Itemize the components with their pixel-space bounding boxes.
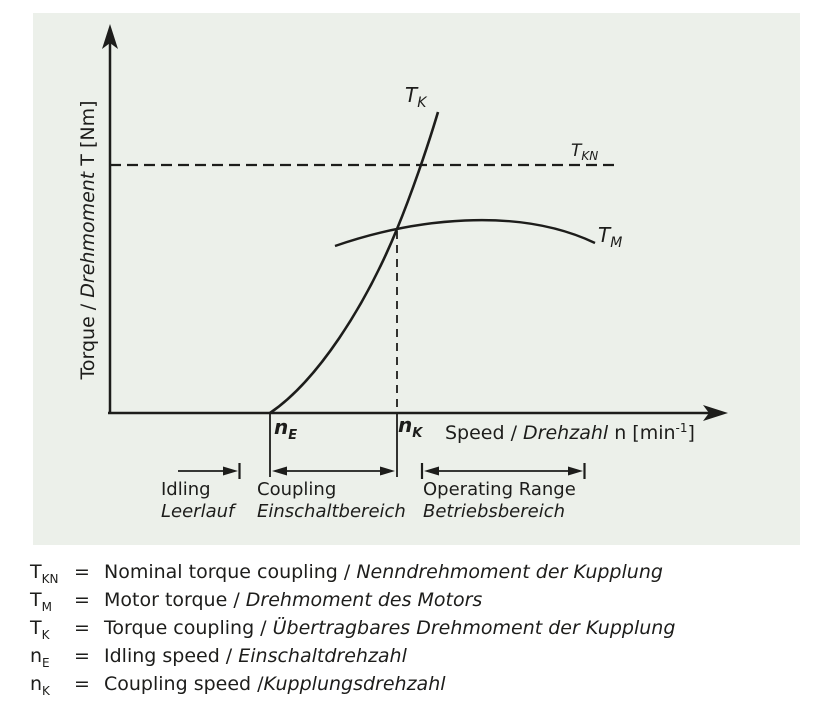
- legend-description: Torque coupling / Übertragbares Drehmome…: [104, 617, 676, 639]
- tkn-subscript: KN: [581, 149, 599, 163]
- y-axis-title: Torque / Drehmoment T [Nm]: [76, 80, 100, 400]
- nk-axis-label: nK: [398, 415, 422, 440]
- diagram-panel: Torque / Drehmoment T [Nm] TK TKN TM nE …: [33, 13, 800, 545]
- y-axis-title-unit: T [Nm]: [77, 100, 99, 172]
- x-axis-title: Speed / Drehzahl n [min-1]: [445, 422, 695, 443]
- legend-symbol: TK: [30, 617, 50, 642]
- legend-description: Idling speed / Einschaltdrehzahl: [104, 645, 407, 667]
- legend-symbol: nK: [30, 673, 50, 698]
- torque-speed-plot: [102, 24, 728, 479]
- coupling-range-right-arrowhead-icon: [380, 466, 395, 476]
- legend-row-tkn: TKN = Nominal torque coupling / Nenndreh…: [30, 560, 675, 588]
- range-idling-de: Leerlauf: [161, 501, 235, 522]
- legend-description: Coupling speed /Kupplungsdrehzahl: [104, 673, 446, 695]
- range-coupling-en: Coupling: [257, 479, 337, 500]
- legend-row-tm: TM = Motor torque / Drehmoment des Motor…: [30, 588, 675, 616]
- coupling-range-left-arrowhead-icon: [272, 466, 287, 476]
- legend-description: Motor torque / Drehmoment des Motors: [104, 589, 483, 611]
- range-operating-de: Betriebsbereich: [423, 501, 566, 522]
- equals-sign: =: [74, 645, 90, 667]
- tkn-line-label: TKN: [571, 141, 599, 163]
- nk-symbol: n: [398, 413, 413, 437]
- ne-symbol: n: [274, 415, 289, 439]
- symbol-legend: TKN = Nominal torque coupling / Nenndreh…: [30, 560, 675, 700]
- operating-range-left-arrowhead-icon: [424, 466, 439, 476]
- y-axis-arrowhead-icon: [102, 24, 118, 49]
- range-label-coupling: Coupling Einschaltbereich: [257, 479, 406, 523]
- tm-subscript: M: [610, 235, 623, 251]
- equals-sign: =: [74, 617, 90, 639]
- operating-range-right-arrowhead-icon: [568, 466, 583, 476]
- tk-subscript: K: [417, 95, 427, 111]
- legend-symbol: nE: [30, 645, 50, 670]
- x-axis-title-de: Drehzahl: [523, 422, 609, 444]
- x-axis-title-unit: n [min: [608, 422, 676, 444]
- ne-subscript: E: [288, 428, 298, 443]
- tm-curve: [334, 219, 596, 248]
- tk-symbol: T: [405, 83, 418, 107]
- equals-sign: =: [74, 673, 90, 695]
- tk-curve: [269, 111, 440, 415]
- range-label-operating: Operating Range Betriebsbereich: [423, 479, 576, 523]
- equals-sign: =: [74, 589, 90, 611]
- tk-curve-label: TK: [405, 85, 426, 110]
- ne-axis-label: nE: [274, 417, 297, 442]
- range-operating-en: Operating Range: [423, 479, 576, 500]
- legend-symbol: TKN: [30, 561, 59, 586]
- tkn-symbol: T: [571, 141, 582, 161]
- range-coupling-de: Einschaltbereich: [257, 501, 406, 522]
- range-label-idling: Idling Leerlauf: [161, 479, 234, 523]
- x-axis-arrowhead-icon: [703, 405, 728, 421]
- legend-description: Nominal torque coupling / Nenndrehmoment…: [104, 561, 663, 583]
- x-axis-title-unit-close: ]: [687, 422, 695, 444]
- equals-sign: =: [74, 561, 90, 583]
- tm-symbol: T: [598, 223, 611, 247]
- tm-curve-label: TM: [598, 225, 622, 250]
- legend-row-tk: TK = Torque coupling / Übertragbares Dre…: [30, 616, 675, 644]
- nk-subscript: K: [412, 426, 423, 441]
- x-axis-title-exponent: -1: [675, 421, 688, 435]
- range-idling-en: Idling: [161, 479, 211, 500]
- y-axis-title-en: Torque /: [77, 297, 99, 380]
- y-axis-title-de: Drehmoment: [77, 171, 99, 298]
- legend-row-nk: nK = Coupling speed /Kupplungsdrehzahl: [30, 672, 675, 700]
- idling-range-arrowhead-icon: [223, 466, 238, 476]
- x-axis-title-en: Speed /: [445, 422, 524, 444]
- legend-symbol: TM: [30, 589, 52, 614]
- legend-row-ne: nE = Idling speed / Einschaltdrehzahl: [30, 644, 675, 672]
